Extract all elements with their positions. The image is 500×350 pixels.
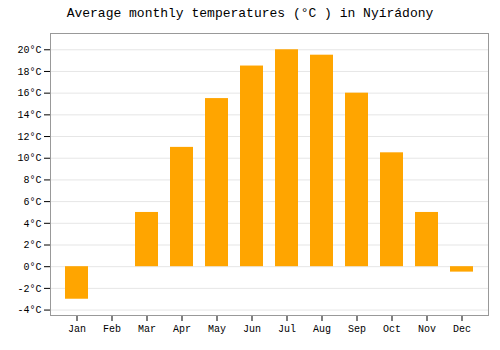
- svg-text:-4°C: -4°C: [17, 305, 41, 316]
- svg-text:Apr: Apr: [173, 324, 191, 335]
- svg-text:10°C: 10°C: [17, 153, 41, 164]
- svg-text:-2°C: -2°C: [17, 284, 41, 295]
- svg-text:0°C: 0°C: [23, 262, 41, 273]
- svg-text:Sep: Sep: [348, 324, 366, 335]
- svg-text:16°C: 16°C: [17, 88, 41, 99]
- svg-text:18°C: 18°C: [17, 67, 41, 78]
- svg-text:4°C: 4°C: [23, 219, 41, 230]
- svg-text:14°C: 14°C: [17, 110, 41, 121]
- svg-text:Jul: Jul: [278, 324, 296, 335]
- svg-text:6°C: 6°C: [23, 197, 41, 208]
- svg-text:8°C: 8°C: [23, 175, 41, 186]
- svg-text:Oct: Oct: [383, 324, 401, 335]
- svg-text:Feb: Feb: [103, 324, 121, 335]
- svg-text:Aug: Aug: [313, 324, 331, 335]
- svg-text:12°C: 12°C: [17, 132, 41, 143]
- svg-text:May: May: [208, 324, 226, 335]
- svg-text:Jan: Jan: [68, 324, 86, 335]
- svg-text:20°C: 20°C: [17, 45, 41, 56]
- svg-text:Nov: Nov: [418, 324, 436, 335]
- html-text:Average monthly temperatures (: Average monthly temperatures (°C ) in Ny…: [66, 6, 434, 21]
- svg-text:2°C: 2°C: [23, 240, 41, 251]
- svg-text:Jun: Jun: [243, 324, 261, 335]
- svg-text:Dec: Dec: [453, 324, 471, 335]
- svg-text:Mar: Mar: [138, 324, 156, 335]
